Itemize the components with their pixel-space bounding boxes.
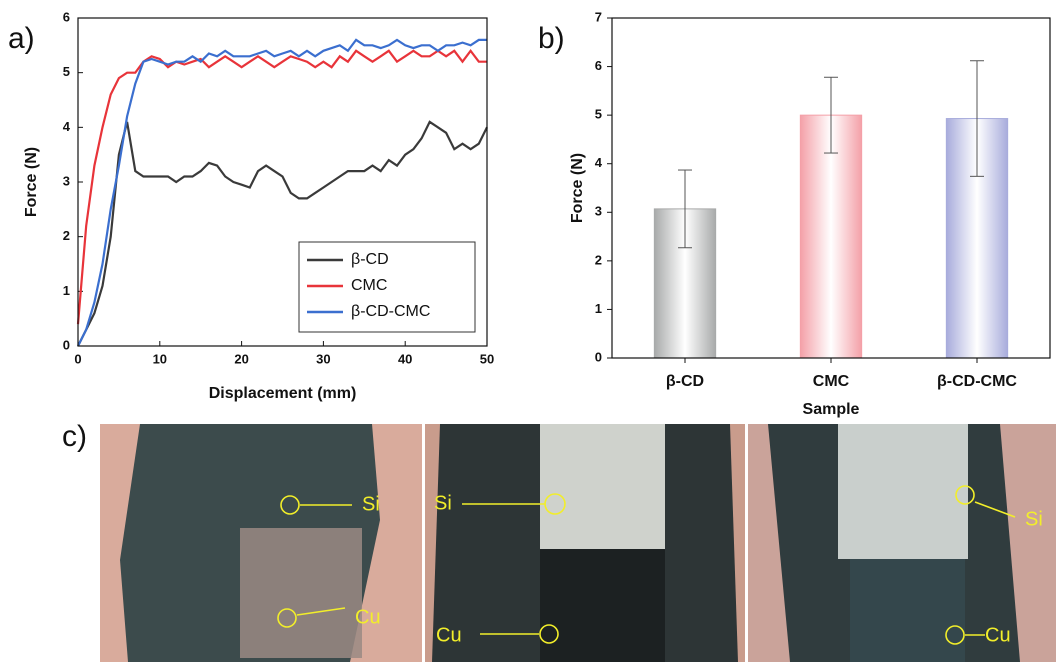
photos: Si Cu Si Cu Si Cu (100, 424, 1056, 662)
y-tick-label: 3 (63, 173, 70, 188)
x-axis-label: Displacement (mm) (209, 385, 357, 402)
y-tick-label: 2 (63, 228, 70, 243)
y-tick-label: 1 (63, 283, 70, 298)
copper-area (240, 528, 362, 658)
copper-area (850, 559, 965, 662)
panel-label: a) (8, 22, 35, 55)
panel-label: c) (62, 420, 87, 453)
y-tick-label: 1 (595, 301, 602, 316)
x-tick-label: β-CD-CMC (937, 373, 1017, 390)
y-tick-label: 2 (595, 252, 602, 267)
legend-label: β-CD (351, 251, 389, 268)
copper-area (540, 549, 665, 662)
y-tick-label: 3 (595, 204, 602, 219)
x-tick-label: 30 (316, 351, 330, 366)
plot-frame (77, 17, 488, 347)
electrode (838, 424, 968, 559)
annotation: Si (434, 492, 452, 514)
y-tick-label: 0 (595, 349, 602, 364)
line (77, 120, 488, 347)
x-axis-label: Sample (803, 401, 860, 418)
x-tick-label: 40 (398, 351, 412, 366)
y-tick-label: 5 (63, 64, 70, 79)
panel-label: b) (538, 22, 565, 55)
y-tick-label: 5 (595, 107, 602, 122)
x-tick-label: 50 (480, 351, 494, 366)
x-tick-label: 0 (74, 351, 81, 366)
legend-label: CMC (351, 277, 387, 294)
y-axis-label: Force (N) (569, 153, 586, 223)
y-axis-label: Force (N) (23, 147, 40, 217)
legend-label: β-CD-CMC (351, 303, 430, 320)
y-tick-label: 4 (595, 155, 603, 170)
electrode (540, 424, 665, 549)
y-tick-label: 4 (63, 119, 71, 134)
x-tick-label: CMC (813, 373, 850, 390)
x-tick-label: 10 (153, 351, 167, 366)
annotation: Cu (436, 624, 462, 646)
line (77, 38, 487, 347)
annotation: Cu (985, 624, 1011, 646)
y-tick-label: 7 (595, 9, 602, 24)
annotation: Si (362, 493, 380, 515)
plot-frame (611, 17, 1051, 359)
bar (799, 114, 863, 359)
x-tick-label: β-CD (666, 373, 704, 390)
y-tick-label: 6 (63, 9, 70, 24)
annotation: Si (1025, 508, 1043, 530)
callouts (277, 485, 1016, 645)
annotation: Cu (355, 606, 381, 628)
y-tick-label: 6 (595, 58, 602, 73)
y-tick-label: 0 (63, 337, 70, 352)
x-tick-label: 20 (234, 351, 248, 366)
